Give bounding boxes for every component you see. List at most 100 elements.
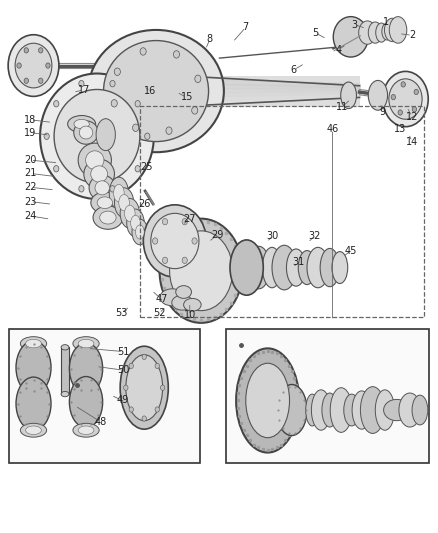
Ellipse shape	[54, 90, 140, 183]
Ellipse shape	[159, 289, 184, 306]
Text: 48: 48	[94, 417, 106, 427]
Ellipse shape	[16, 377, 51, 430]
Ellipse shape	[78, 426, 94, 434]
Ellipse shape	[20, 423, 46, 437]
Circle shape	[182, 257, 187, 263]
Ellipse shape	[297, 251, 315, 285]
Ellipse shape	[126, 355, 162, 421]
Text: 22: 22	[24, 182, 37, 192]
Circle shape	[110, 185, 115, 192]
Ellipse shape	[135, 225, 144, 239]
Text: 1: 1	[382, 17, 388, 27]
Bar	[61, 348, 69, 394]
Ellipse shape	[367, 80, 387, 110]
Ellipse shape	[69, 376, 102, 427]
Text: 7: 7	[242, 22, 248, 33]
Text: 19: 19	[24, 127, 36, 138]
Ellipse shape	[262, 247, 281, 288]
Ellipse shape	[358, 21, 375, 44]
Ellipse shape	[343, 394, 359, 426]
Ellipse shape	[381, 23, 392, 40]
Text: 51: 51	[117, 346, 129, 357]
Ellipse shape	[306, 247, 328, 288]
Ellipse shape	[69, 343, 102, 394]
Circle shape	[114, 68, 120, 76]
Text: 14: 14	[405, 136, 417, 147]
Circle shape	[142, 416, 146, 421]
Circle shape	[191, 107, 198, 114]
Ellipse shape	[74, 119, 89, 128]
Ellipse shape	[132, 219, 148, 245]
Circle shape	[194, 75, 201, 83]
Circle shape	[24, 78, 28, 83]
Ellipse shape	[384, 18, 399, 42]
Text: 8: 8	[206, 34, 212, 44]
Circle shape	[182, 219, 187, 225]
Text: 49: 49	[116, 395, 128, 406]
Ellipse shape	[329, 387, 351, 432]
Text: 16: 16	[144, 86, 156, 96]
Ellipse shape	[120, 198, 139, 228]
Text: 18: 18	[24, 115, 36, 125]
Text: 32: 32	[308, 231, 320, 241]
Ellipse shape	[67, 116, 95, 133]
Ellipse shape	[143, 205, 206, 277]
Circle shape	[78, 185, 84, 192]
Ellipse shape	[88, 30, 223, 152]
Text: 29: 29	[211, 230, 223, 240]
Ellipse shape	[286, 249, 305, 286]
Circle shape	[124, 385, 128, 390]
Ellipse shape	[78, 143, 111, 177]
Circle shape	[135, 101, 140, 107]
Circle shape	[411, 107, 416, 112]
Circle shape	[145, 133, 150, 140]
Ellipse shape	[119, 195, 129, 211]
Ellipse shape	[331, 252, 347, 284]
Circle shape	[160, 385, 164, 390]
Bar	[140, 106, 424, 317]
Ellipse shape	[311, 390, 330, 430]
Circle shape	[39, 47, 43, 53]
Ellipse shape	[16, 341, 51, 394]
Text: 6: 6	[290, 65, 296, 75]
Ellipse shape	[150, 213, 198, 269]
Ellipse shape	[93, 206, 123, 229]
Text: 15: 15	[180, 92, 192, 102]
Circle shape	[39, 78, 43, 83]
Ellipse shape	[183, 298, 201, 311]
Ellipse shape	[124, 205, 135, 222]
Text: 12: 12	[405, 111, 417, 122]
Circle shape	[44, 133, 49, 140]
Ellipse shape	[374, 390, 394, 430]
Circle shape	[53, 101, 59, 107]
Circle shape	[24, 47, 28, 53]
Ellipse shape	[332, 17, 367, 57]
Text: 31: 31	[291, 257, 304, 267]
Ellipse shape	[85, 151, 104, 169]
Circle shape	[142, 354, 146, 360]
Ellipse shape	[103, 41, 208, 142]
Ellipse shape	[109, 177, 128, 209]
Circle shape	[132, 124, 138, 132]
Text: 53: 53	[115, 308, 127, 318]
Ellipse shape	[245, 364, 289, 438]
Text: 4: 4	[335, 45, 341, 54]
Ellipse shape	[91, 166, 107, 182]
Ellipse shape	[78, 340, 94, 348]
Circle shape	[129, 364, 133, 368]
Ellipse shape	[272, 245, 296, 290]
Ellipse shape	[389, 17, 406, 43]
Text: 17: 17	[78, 85, 90, 95]
Ellipse shape	[159, 219, 242, 323]
Circle shape	[17, 63, 21, 68]
Circle shape	[191, 238, 197, 244]
Circle shape	[400, 82, 404, 87]
Ellipse shape	[25, 426, 41, 434]
Circle shape	[382, 71, 427, 127]
Ellipse shape	[89, 175, 115, 200]
Ellipse shape	[360, 386, 384, 433]
Text: 47: 47	[155, 294, 168, 304]
Ellipse shape	[236, 349, 298, 453]
Text: 27: 27	[183, 214, 195, 224]
Text: 5: 5	[311, 28, 317, 38]
